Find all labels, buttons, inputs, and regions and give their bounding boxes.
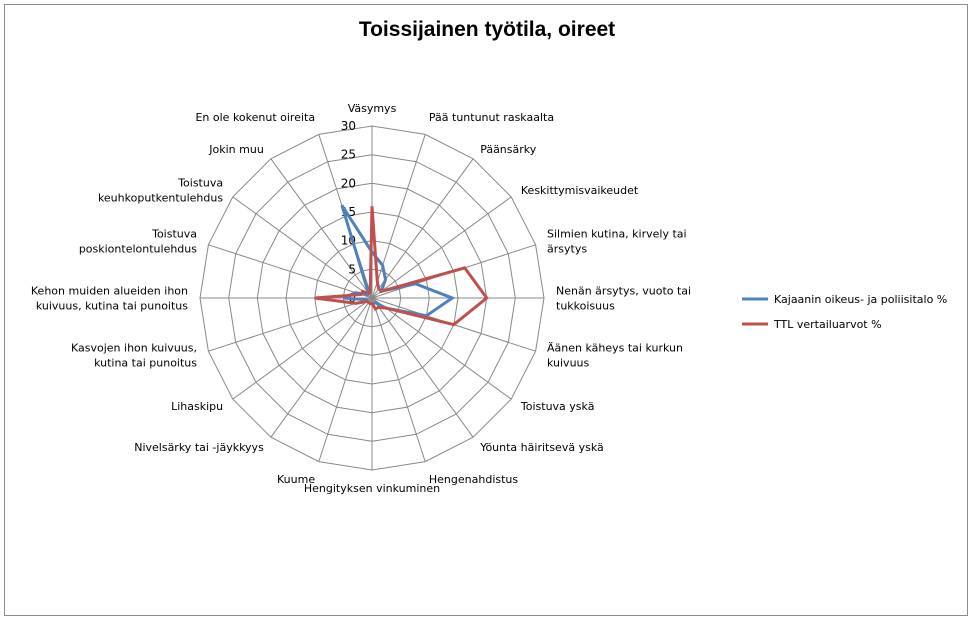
legend-label-kajaani: Kajaanin oikeus- ja poliisitalo % bbox=[774, 293, 947, 306]
category-label-13: Lihaskipu bbox=[171, 400, 223, 413]
chart-frame bbox=[4, 4, 968, 616]
category-label-line: Pää tuntunut raskaalta bbox=[429, 111, 554, 124]
category-label-5: Nenän ärsytys, vuoto tai tukkoisuus bbox=[556, 285, 691, 313]
category-label-0: Väsymys bbox=[348, 102, 397, 115]
grid-spoke-11 bbox=[318, 297, 373, 462]
category-label-17: Toistuva keuhkoputkentulehdus bbox=[98, 176, 223, 204]
category-label-line: Kasvojen ihon kuivuus, bbox=[71, 341, 197, 354]
grid-spoke-18 bbox=[270, 158, 373, 299]
grid-spoke-17 bbox=[232, 196, 373, 299]
series-line-1 bbox=[314, 206, 489, 327]
category-label-10: Hengityksen vinkuminen bbox=[304, 482, 440, 495]
category-label-line: poskiontelontulehdus bbox=[79, 243, 197, 256]
category-label-line: Kuume bbox=[277, 473, 315, 486]
category-label-1: Pää tuntunut raskaalta bbox=[429, 111, 554, 124]
category-label-14: Kasvojen ihon kuivuus, kutina tai punoitu… bbox=[71, 341, 197, 369]
category-label-11: Kuume bbox=[277, 473, 315, 486]
category-label-line: Toistuva bbox=[151, 228, 197, 241]
category-label-19: En ole kokenut oireita bbox=[195, 111, 315, 124]
category-label-4: Silmien kutina, kirvely tai ärsytys bbox=[547, 228, 687, 256]
grid-spoke-2 bbox=[371, 158, 474, 299]
legend: Kajaanin oikeus- ja poliisitalo % TTL ve… bbox=[742, 293, 947, 331]
grid-spoke-16 bbox=[208, 244, 373, 299]
tick-label-25: 25 bbox=[341, 148, 356, 162]
category-label-line: ärsytys bbox=[547, 243, 587, 256]
grid-spoke-9 bbox=[371, 297, 426, 462]
category-label-line: Lihaskipu bbox=[171, 400, 223, 413]
category-label-line: kuivuus bbox=[547, 356, 590, 369]
category-label-line: kutina tai punoitus bbox=[94, 356, 197, 369]
category-label-7: Toistuva yskä bbox=[520, 400, 595, 413]
grid-spoke-1 bbox=[371, 134, 426, 299]
category-label-line: Toistuva bbox=[177, 176, 223, 189]
category-label-3: Keskittymisvaikeudet bbox=[521, 184, 639, 197]
category-label-line: tukkoisuus bbox=[556, 300, 615, 313]
tick-label-20: 20 bbox=[341, 176, 356, 190]
legend-label-ttl: TTL vertailuarvot % bbox=[773, 318, 882, 331]
series-lines bbox=[314, 204, 489, 327]
category-label-line: keuhkoputkentulehdus bbox=[98, 191, 223, 204]
category-label-15: Kehon muiden alueiden ihon kuivuus, kutin… bbox=[31, 285, 188, 313]
category-label-line: Äänen käheys tai kurkun bbox=[547, 341, 683, 354]
category-label-line: Nivelsärky tai -jäykkyys bbox=[134, 441, 264, 454]
grid-spoke-7 bbox=[371, 297, 512, 400]
tick-label-30: 30 bbox=[341, 119, 356, 133]
grid-spoke-14 bbox=[208, 297, 373, 352]
category-label-12: Nivelsärky tai -jäykkyys bbox=[134, 441, 264, 454]
grid-spoke-3 bbox=[371, 196, 512, 299]
category-label-line: Päänsärky bbox=[480, 143, 537, 156]
category-label-16: Toistuva poskiontelontulehdus bbox=[79, 228, 197, 256]
category-label-line: Nenän ärsytys, vuoto tai bbox=[556, 285, 691, 298]
grid-spoke-13 bbox=[232, 297, 373, 400]
category-label-line: Jokin muu bbox=[208, 143, 264, 156]
category-label-9: Hengenahdistus bbox=[429, 473, 518, 486]
category-labels: Väsymys Pää tuntunut raskaalta Päänsärky Ke… bbox=[31, 102, 691, 495]
category-label-line: Kehon muiden alueiden ihon bbox=[31, 285, 188, 298]
category-label-line: Hengityksen vinkuminen bbox=[304, 482, 440, 495]
category-label-line: Hengenahdistus bbox=[429, 473, 518, 486]
category-label-18: Jokin muu bbox=[208, 143, 264, 156]
category-label-2: Päänsärky bbox=[480, 143, 537, 156]
category-label-line: Yöunta häiritsevä yskä bbox=[479, 441, 604, 454]
category-label-8: Yöunta häiritsevä yskä bbox=[479, 441, 604, 454]
tick-label-5: 5 bbox=[348, 262, 356, 276]
category-label-line: kuivuus, kutina tai punoitus bbox=[36, 300, 188, 313]
grid-spoke-12 bbox=[270, 297, 373, 438]
category-label-line: Väsymys bbox=[348, 102, 397, 115]
category-label-line: En ole kokenut oireita bbox=[195, 111, 315, 124]
category-label-line: Toistuva yskä bbox=[520, 400, 595, 413]
grid-spoke-8 bbox=[371, 297, 474, 438]
chart-title: Toissijainen työtila, oireet bbox=[358, 18, 616, 41]
category-label-6: Äänen käheys tai kurkun kuivuus bbox=[547, 341, 683, 369]
category-label-line: Keskittymisvaikeudet bbox=[521, 184, 639, 197]
category-label-line: Silmien kutina, kirvely tai bbox=[547, 228, 687, 241]
radar-grid bbox=[199, 125, 545, 471]
